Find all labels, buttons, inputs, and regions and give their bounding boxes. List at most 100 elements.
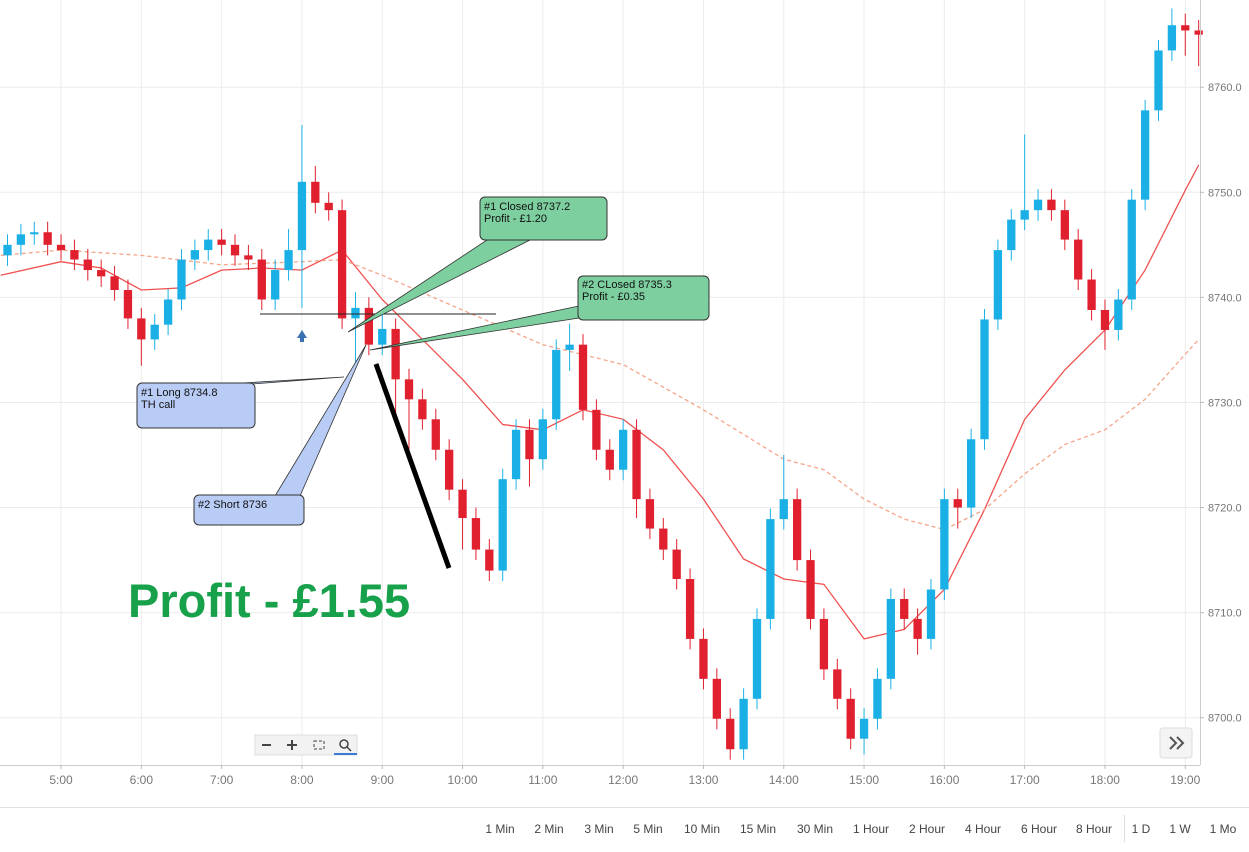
callout-text: Profit - £0.35 (582, 291, 645, 303)
timeframe-toolbar: 1 Min 2 Min 3 Min 5 Min 10 Min 15 Min 30 Min 1 … (485, 822, 1236, 836)
x-tick-label: 13:00 (688, 773, 718, 787)
candle-body (699, 638, 708, 679)
callout-text: #2 CLosed 8735.3 (582, 279, 672, 291)
timeframe-button[interactable]: 10 Min (684, 822, 720, 836)
candle-body (230, 244, 240, 256)
zoom-out[interactable] (262, 744, 271, 746)
candle-body (70, 250, 79, 260)
timeframe-button[interactable]: 8 Hour (1076, 822, 1112, 836)
candle-body (498, 479, 507, 571)
zoom-reset-handle (346, 746, 352, 752)
x-tick-label: 11:00 (528, 773, 557, 787)
zoom-in[interactable] (287, 740, 297, 750)
candle-body (926, 589, 936, 639)
callout: #1 Long 8734.8 TH call (136, 376, 345, 429)
candle-body (244, 255, 253, 260)
candle-body (1074, 239, 1083, 280)
candle-body (1020, 210, 1029, 220)
candle-body (30, 232, 39, 235)
candle-body (324, 202, 333, 211)
ticks: 8700.0 8710.0 8720.0 8730.0 8740.0 8750.0 8760… (49, 82, 1241, 787)
candle-body (137, 318, 146, 340)
candle-body (538, 419, 547, 460)
trend-line (373, 363, 452, 569)
scroll-button[interactable] (1159, 727, 1193, 759)
x-tick-label: 12:00 (608, 773, 638, 787)
candle-body (511, 429, 521, 480)
y-tick-label: 8760.0 (1208, 82, 1242, 94)
timeframe-button[interactable]: 4 Hour (965, 822, 1001, 836)
candle-body (900, 598, 909, 619)
timeframe-button[interactable]: 1 Mo (1210, 822, 1237, 836)
y-tick-label: 8750.0 (1208, 187, 1242, 199)
timeframe-button[interactable]: 2 Min (534, 822, 563, 836)
candle-body (833, 669, 842, 699)
candle-body (271, 270, 280, 300)
candle-body (43, 232, 52, 245)
candle-body (632, 429, 641, 500)
fit-button[interactable] (313, 740, 325, 750)
candle-body (578, 344, 588, 410)
candle-body (940, 499, 949, 590)
candle-body (605, 449, 614, 470)
timeframe-button[interactable]: 1 W (1169, 822, 1191, 836)
candle-body (966, 439, 976, 508)
x-tick-label: 16:00 (929, 773, 959, 787)
x-tick-label: 7:00 (210, 773, 234, 787)
x-tick-label: 19:00 (1170, 773, 1200, 787)
timeframe-button[interactable]: 1 Min (485, 822, 514, 836)
x-tick-label: 14:00 (769, 773, 799, 787)
candle-body (913, 618, 922, 639)
zoom-reset[interactable] (339, 739, 349, 749)
y-tick-label: 8730.0 (1208, 397, 1242, 409)
candle-body (471, 518, 481, 550)
y-tick-label: 8720.0 (1208, 503, 1242, 515)
candle-body (1194, 30, 1203, 35)
candle-body (592, 409, 601, 450)
candle-body (404, 379, 414, 400)
candle-body (712, 678, 721, 719)
candle-body (953, 499, 962, 508)
candle-body (792, 499, 802, 561)
candle-body (1047, 199, 1056, 211)
candle-body (779, 499, 788, 520)
candle-body (1087, 279, 1096, 310)
candle-body (311, 181, 320, 203)
timeframe-button[interactable]: 1 D (1132, 822, 1151, 836)
candle-body (97, 270, 106, 277)
callout: #2 Short 8736 (193, 344, 367, 526)
candle-body (163, 299, 173, 325)
timeframe-button[interactable]: 6 Hour (1021, 822, 1057, 836)
candle-body (1167, 25, 1177, 51)
timeframe-button[interactable]: 5 Min (633, 822, 662, 836)
candle-body (552, 349, 561, 420)
callout-text: TH call (141, 399, 175, 411)
candle-body (257, 259, 266, 300)
candle-body (83, 259, 92, 271)
timeframe-button[interactable]: 30 Min (797, 822, 833, 836)
candle-body (859, 718, 869, 739)
candle-body (445, 449, 454, 490)
candle-body (739, 698, 748, 750)
candle-body (110, 276, 119, 291)
candle-body (204, 239, 213, 251)
callout: #2 CLosed 8735.3 Profit - £0.35 (369, 275, 710, 351)
zoom-controls (254, 734, 358, 756)
x-tick-label: 10:00 (448, 773, 478, 787)
candle-body (177, 259, 186, 300)
candle-body (685, 579, 695, 639)
callout: #1 Closed 8737.2 Profit - £1.20 (347, 196, 608, 333)
x-tick-label: 6:00 (130, 773, 154, 787)
timeframe-button[interactable]: 3 Min (584, 822, 613, 836)
timeframe-button[interactable]: 15 Min (740, 822, 776, 836)
timeframe-button[interactable]: 2 Hour (909, 822, 945, 836)
candle-body (190, 250, 200, 260)
candle-body (1114, 299, 1123, 330)
candle-body (1060, 210, 1069, 240)
candle-body (980, 319, 989, 440)
candle-body (886, 598, 895, 679)
x-tick-label: 8:00 (290, 773, 314, 787)
candle-body (150, 324, 159, 340)
candle-body (16, 234, 26, 245)
timeframe-button[interactable]: 1 Hour (853, 822, 889, 836)
